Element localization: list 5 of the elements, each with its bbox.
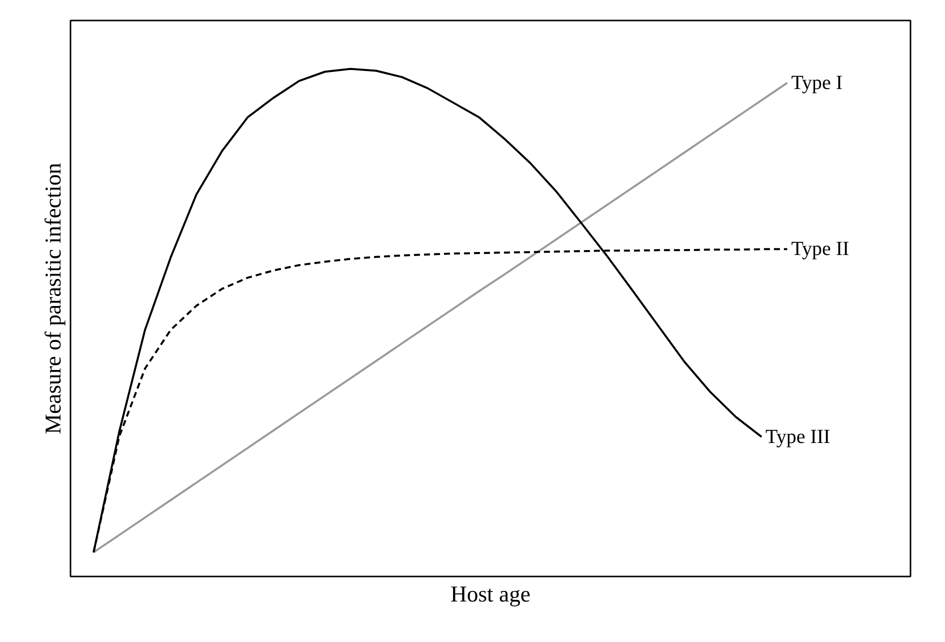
- series-label: Type II: [791, 238, 850, 260]
- series-label: Type III: [766, 426, 830, 448]
- y-axis-title: Measure of parasitic infection: [40, 162, 66, 434]
- x-axis-title: Host age: [450, 582, 530, 606]
- series-label: Type I: [791, 72, 843, 94]
